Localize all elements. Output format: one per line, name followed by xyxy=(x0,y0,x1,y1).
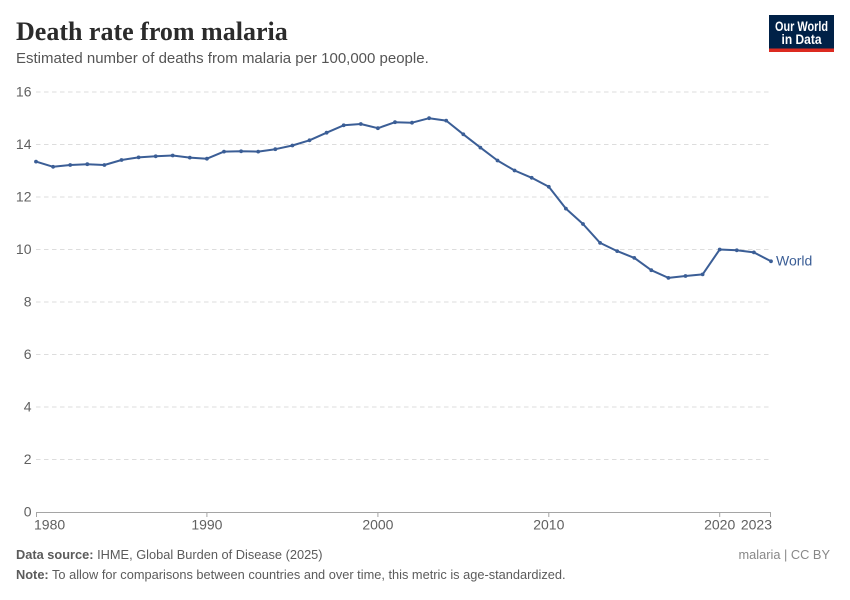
svg-text:4: 4 xyxy=(24,399,32,415)
svg-text:14: 14 xyxy=(16,136,32,152)
svg-text:Our World: Our World xyxy=(775,18,828,34)
svg-text:0: 0 xyxy=(24,504,32,520)
svg-text:World: World xyxy=(776,253,812,269)
svg-text:2010: 2010 xyxy=(533,517,564,533)
svg-text:in Data: in Data xyxy=(782,31,822,47)
svg-text:1990: 1990 xyxy=(191,517,222,533)
svg-text:6: 6 xyxy=(24,346,32,362)
svg-text:8: 8 xyxy=(24,294,32,310)
svg-text:16: 16 xyxy=(16,84,32,100)
svg-text:10: 10 xyxy=(16,241,32,257)
svg-text:2000: 2000 xyxy=(362,517,393,533)
svg-text:2020: 2020 xyxy=(704,517,735,533)
svg-text:12: 12 xyxy=(16,189,32,205)
svg-text:2: 2 xyxy=(24,451,32,467)
svg-text:2023: 2023 xyxy=(741,517,772,533)
svg-text:1980: 1980 xyxy=(34,517,65,533)
